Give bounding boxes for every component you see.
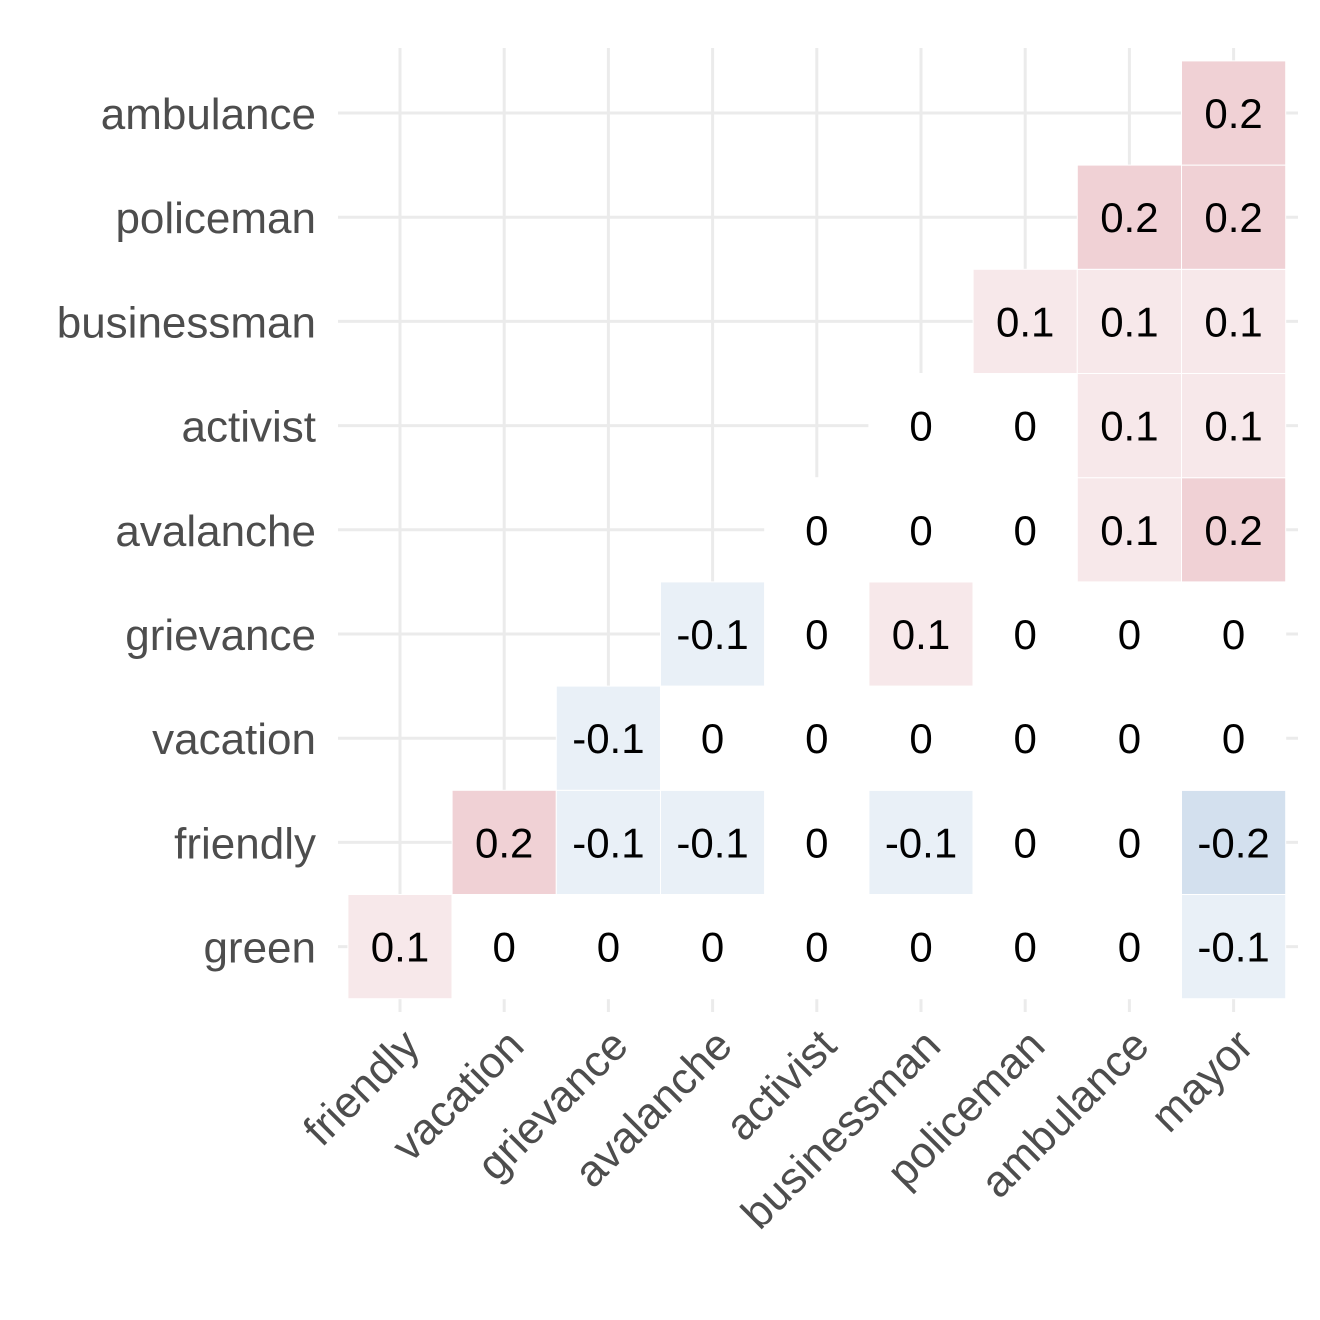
heatmap-cell-grievance-ambulance xyxy=(1076,581,1183,687)
heatmap-cell-friendly-mayor xyxy=(1181,789,1287,895)
y-tick-label-activist: activist xyxy=(182,403,316,452)
cell-value-policeman-mayor: 0.2 xyxy=(1204,194,1262,241)
cell-value-green-friendly: 0.1 xyxy=(371,924,429,971)
cell-value-grievance-businessman: 0.1 xyxy=(892,611,950,658)
heatmap-cell-activist-businessman xyxy=(868,373,974,479)
heatmap-cell-policeman-mayor xyxy=(1181,164,1287,270)
heatmap-cell-green-avalanche xyxy=(660,894,766,1000)
cell-value-activist-mayor: 0.1 xyxy=(1204,403,1262,450)
heatmap-cell-ambulance-mayor xyxy=(1181,60,1287,166)
x-tick-label-mayor: mayor xyxy=(1142,1020,1263,1141)
cell-value-green-grievance: 0 xyxy=(597,924,620,971)
heatmap-cells xyxy=(347,60,1287,1000)
cell-value-vacation-activist: 0 xyxy=(805,715,828,762)
heatmap-cell-friendly-policeman xyxy=(972,789,1078,895)
cell-value-vacation-businessman: 0 xyxy=(909,715,932,762)
heatmap-cell-green-ambulance xyxy=(1076,894,1183,1000)
heatmap-cell-friendly-businessman xyxy=(868,789,974,895)
cell-value-friendly-vacation: 0.2 xyxy=(475,819,533,866)
y-tick-label-grievance: grievance xyxy=(125,611,316,660)
y-tick-label-green: green xyxy=(203,924,316,973)
cell-value-grievance-policeman: 0 xyxy=(1014,611,1037,658)
cell-value-friendly-businessman: -0.1 xyxy=(885,819,957,866)
heatmap-cell-green-friendly xyxy=(347,894,453,1000)
cell-value-friendly-activist: 0 xyxy=(805,819,828,866)
heatmap-cell-vacation-businessman xyxy=(868,685,974,791)
heatmap-cell-vacation-policeman xyxy=(972,685,1078,791)
cell-value-avalanche-mayor: 0.2 xyxy=(1204,507,1262,554)
cell-value-vacation-mayor: 0 xyxy=(1222,715,1245,762)
cell-value-ambulance-mayor: 0.2 xyxy=(1204,90,1262,137)
cell-value-vacation-grievance: -0.1 xyxy=(572,715,644,762)
heatmap-cell-vacation-mayor xyxy=(1181,685,1287,791)
cell-value-labels: 0.1 0 0 0 0 0 0 0 -0.1 0.2 -0.1 -0.1 0 -0.1 0 0 -0.2 -0.1… xyxy=(371,90,1270,971)
cell-value-green-businessman: 0 xyxy=(909,924,932,971)
heatmap-cell-friendly-vacation xyxy=(451,789,557,895)
y-axis-labels: green friendly vacation grievance avalanche a… xyxy=(57,90,316,973)
y-tick-label-businessman: businessman xyxy=(57,298,316,347)
heatmap-cell-friendly-activist xyxy=(764,789,870,895)
cell-value-green-vacation: 0 xyxy=(493,924,516,971)
cell-value-friendly-avalanche: -0.1 xyxy=(676,819,748,866)
y-tick-label-friendly: friendly xyxy=(174,819,316,868)
heatmap-cell-vacation-ambulance xyxy=(1076,685,1183,791)
heatmap-cell-grievance-businessman xyxy=(868,581,974,687)
y-tick-label-vacation: vacation xyxy=(152,715,316,764)
heatmap-cell-policeman-ambulance xyxy=(1076,164,1183,270)
heatmap-cell-friendly-avalanche xyxy=(660,789,766,895)
heatmap-cell-green-policeman xyxy=(972,894,1078,1000)
cell-value-avalanche-activist: 0 xyxy=(805,507,828,554)
heatmap-cell-grievance-activist xyxy=(764,581,870,687)
heatmap-cell-vacation-avalanche xyxy=(660,685,766,791)
y-tick-label-avalanche: avalanche xyxy=(115,507,316,556)
cell-value-friendly-grievance: -0.1 xyxy=(572,819,644,866)
cell-value-vacation-ambulance: 0 xyxy=(1118,715,1141,762)
cell-value-grievance-ambulance: 0 xyxy=(1118,611,1141,658)
cell-value-avalanche-businessman: 0 xyxy=(909,507,932,554)
cell-value-green-mayor: -0.1 xyxy=(1197,924,1269,971)
heatmap-cell-friendly-ambulance xyxy=(1076,789,1183,895)
y-tick-label-ambulance: ambulance xyxy=(101,90,316,139)
heatmap-cell-friendly-grievance xyxy=(555,789,661,895)
cell-value-green-avalanche: 0 xyxy=(701,924,724,971)
heatmap-cell-businessman-policeman xyxy=(972,268,1078,374)
cell-value-friendly-policeman: 0 xyxy=(1014,819,1037,866)
cell-value-avalanche-policeman: 0 xyxy=(1014,507,1037,554)
cell-value-vacation-policeman: 0 xyxy=(1014,715,1037,762)
cell-value-grievance-activist: 0 xyxy=(805,611,828,658)
cell-value-grievance-mayor: 0 xyxy=(1222,611,1245,658)
heatmap-cell-grievance-mayor xyxy=(1181,581,1287,687)
x-axis-labels: friendlyvacationgrievanceavalancheactivi… xyxy=(294,1020,1263,1238)
cell-value-activist-ambulance: 0.1 xyxy=(1100,403,1158,450)
y-tick-label-policeman: policeman xyxy=(115,194,316,243)
cell-value-businessman-mayor: 0.1 xyxy=(1204,298,1262,345)
heatmap-cell-avalanche-activist xyxy=(764,477,870,583)
cell-value-vacation-avalanche: 0 xyxy=(701,715,724,762)
cell-value-businessman-policeman: 0.1 xyxy=(996,298,1054,345)
cell-value-green-policeman: 0 xyxy=(1014,924,1037,971)
cell-value-businessman-ambulance: 0.1 xyxy=(1100,298,1158,345)
heatmap-cell-grievance-avalanche xyxy=(660,581,766,687)
cell-value-policeman-ambulance: 0.2 xyxy=(1100,194,1158,241)
heatmap-cell-green-businessman xyxy=(868,894,974,1000)
cell-value-avalanche-ambulance: 0.1 xyxy=(1100,507,1158,554)
heatmap-cell-avalanche-ambulance xyxy=(1076,477,1183,583)
heatmap-cell-avalanche-businessman xyxy=(868,477,974,583)
cell-value-grievance-avalanche: -0.1 xyxy=(676,611,748,658)
heatmap-cell-vacation-activist xyxy=(764,685,870,791)
heatmap-cell-vacation-grievance xyxy=(555,685,661,791)
cell-value-activist-policeman: 0 xyxy=(1014,403,1037,450)
heatmap-cell-green-mayor xyxy=(1181,894,1287,1000)
cell-value-green-activist: 0 xyxy=(805,924,828,971)
heatmap-cell-avalanche-policeman xyxy=(972,477,1078,583)
cell-value-friendly-ambulance: 0 xyxy=(1118,819,1141,866)
cell-value-green-ambulance: 0 xyxy=(1118,924,1141,971)
cell-value-activist-businessman: 0 xyxy=(909,403,932,450)
cell-value-friendly-mayor: -0.2 xyxy=(1197,819,1269,866)
